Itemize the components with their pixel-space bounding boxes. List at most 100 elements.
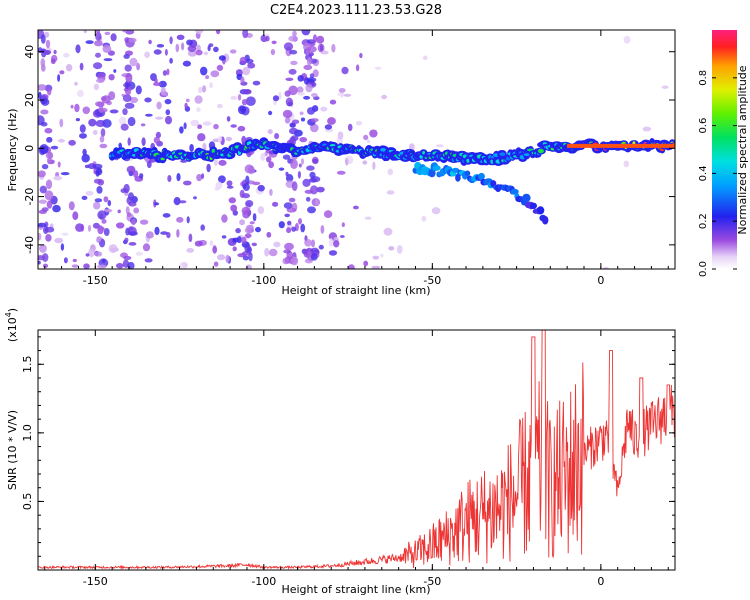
heatmap-noise-cell bbox=[212, 246, 218, 254]
heatmap-noise-cell bbox=[271, 40, 277, 45]
heatmap-ylabel: Frequency (Hz) bbox=[6, 109, 19, 192]
heatmap-noise-cell bbox=[135, 251, 143, 256]
heatmap-noise-cell bbox=[202, 85, 207, 93]
heatmap-noise-cell bbox=[288, 85, 298, 96]
heatmap-noise-cell bbox=[260, 152, 266, 161]
heatmap-noise-cell bbox=[38, 170, 46, 178]
heatmap-noise-cell bbox=[422, 55, 428, 60]
heatmap-noise-cell bbox=[173, 197, 181, 206]
heatmap-noise-cell bbox=[297, 75, 304, 82]
heatmap-noise-cell bbox=[257, 184, 265, 192]
heatmap-noise-cell bbox=[79, 133, 87, 139]
heatmap-noise-cell bbox=[218, 55, 226, 61]
heatmap-noise-cell bbox=[269, 188, 273, 196]
heatmap-noise-cell bbox=[166, 68, 170, 76]
heatmap-noise-cell bbox=[194, 95, 203, 104]
heatmap-noise-cell bbox=[38, 199, 48, 204]
heatmap-noise-cell bbox=[328, 250, 338, 256]
heatmap-noise-cell bbox=[133, 170, 139, 178]
heatmap-noise-cell bbox=[103, 228, 110, 236]
heatmap-noise-cell bbox=[337, 92, 341, 96]
heatmap-noise-cell bbox=[196, 174, 203, 182]
heatmap-noise-cell bbox=[42, 253, 49, 262]
heatmap-noise-cell bbox=[144, 51, 151, 59]
colorbar-tick-label: 0.0 bbox=[698, 261, 709, 277]
heatmap-noise-cell bbox=[47, 88, 52, 96]
heatmap-noise-cell bbox=[266, 231, 272, 238]
heatmap-noise-cell bbox=[103, 196, 109, 203]
heatmap-noise-cell bbox=[301, 30, 311, 36]
heatmap-noise-cell bbox=[283, 202, 293, 209]
heatmap-noise-cell bbox=[125, 72, 133, 83]
snr-frame bbox=[37, 329, 676, 571]
heatmap-branch-cell bbox=[529, 202, 538, 209]
heatmap-noise-cell bbox=[176, 216, 184, 223]
heatmap-noise-cell bbox=[324, 124, 333, 130]
colorbar-tick-label: 0.2 bbox=[698, 213, 709, 229]
heatmap-noise-cell bbox=[85, 253, 90, 257]
heatmap-noise-cell bbox=[40, 94, 49, 100]
heatmap-noise-cell bbox=[268, 248, 278, 257]
heatmap-noise-cell bbox=[312, 34, 318, 44]
heatmap-noise-cell bbox=[327, 117, 336, 125]
heatmap-noise-cell bbox=[124, 64, 132, 72]
heatmap-noise-cell bbox=[46, 200, 53, 209]
heatmap-noise-cell bbox=[205, 75, 210, 80]
heatmap-noise-cell bbox=[291, 119, 300, 125]
heatmap-noise-cell bbox=[206, 163, 211, 173]
heatmap-noise-cell bbox=[99, 104, 103, 114]
heatmap-noise-cell bbox=[136, 62, 141, 71]
heatmap-noise-cell bbox=[216, 64, 224, 71]
heatmap-noise-cell bbox=[160, 231, 169, 235]
heatmap-noise-cell bbox=[123, 54, 130, 59]
heatmap-noise-cell bbox=[341, 222, 345, 227]
heatmap-noise-cell bbox=[244, 164, 254, 174]
snr-ylabel: SNR (10 * V/V) bbox=[6, 410, 19, 490]
snr-ytick-label: 1.0 bbox=[21, 424, 34, 442]
heatmap-noise-cell bbox=[183, 180, 192, 186]
heatmap-noise-cell bbox=[214, 187, 220, 191]
heatmap-xtick-label: 0 bbox=[597, 274, 604, 287]
heatmap-noise-cell bbox=[200, 224, 205, 231]
heatmap-noise-cell bbox=[299, 111, 304, 116]
heatmap-noise-cell bbox=[320, 50, 329, 55]
heatmap-noise-cell bbox=[38, 260, 41, 265]
heatmap-band-cell bbox=[523, 153, 530, 157]
heatmap-noise-cell bbox=[241, 236, 247, 245]
colorbar-tick-label: 0.6 bbox=[698, 118, 709, 134]
heatmap-noise-cell bbox=[75, 223, 84, 232]
heatmap-noise-cell bbox=[54, 237, 64, 244]
heatmap-noise-cell bbox=[77, 89, 84, 98]
heatmap-noise-cell bbox=[289, 127, 298, 135]
heatmap-band-cell bbox=[537, 148, 544, 154]
heatmap-noise-cell bbox=[307, 45, 317, 53]
heatmap-noise-cell bbox=[195, 30, 204, 35]
heatmap-noise-cell bbox=[216, 30, 221, 35]
heatmap-noise-cell bbox=[190, 119, 199, 127]
heatmap-noise-cell bbox=[291, 181, 298, 192]
heatmap-noise-cell bbox=[180, 159, 188, 163]
heatmap-noise-cell bbox=[195, 49, 203, 56]
heatmap-noise-cell bbox=[359, 52, 363, 59]
heatmap-noise-cell bbox=[290, 60, 298, 66]
heatmap-noise-cell bbox=[255, 226, 261, 233]
heatmap-noise-cell bbox=[230, 204, 238, 212]
heatmap-noise-cell bbox=[68, 139, 76, 146]
heatmap-noise-cell bbox=[39, 185, 47, 194]
heatmap-noise-cell bbox=[320, 225, 325, 234]
heatmap-noise-cell bbox=[355, 64, 360, 72]
heatmap-noise-cell bbox=[249, 221, 255, 225]
colorbar-tick-label: 0.8 bbox=[698, 70, 709, 86]
heatmap-noise-cell bbox=[96, 186, 103, 194]
heatmap-noise-cell bbox=[242, 66, 251, 76]
snr-exponent: (x104) bbox=[4, 308, 19, 342]
snr-xtick-label: -50 bbox=[423, 575, 441, 588]
heatmap-noise-cell bbox=[307, 57, 312, 66]
heatmap-noise-cell bbox=[251, 242, 257, 247]
heatmap-noise-cell bbox=[308, 177, 317, 183]
heatmap-noise-cell bbox=[306, 165, 315, 171]
heatmap-noise-cell bbox=[213, 46, 219, 53]
heatmap-noise-cell bbox=[341, 66, 349, 75]
heatmap-noise-cell bbox=[41, 98, 50, 106]
heatmap-noise-cell bbox=[318, 244, 324, 250]
